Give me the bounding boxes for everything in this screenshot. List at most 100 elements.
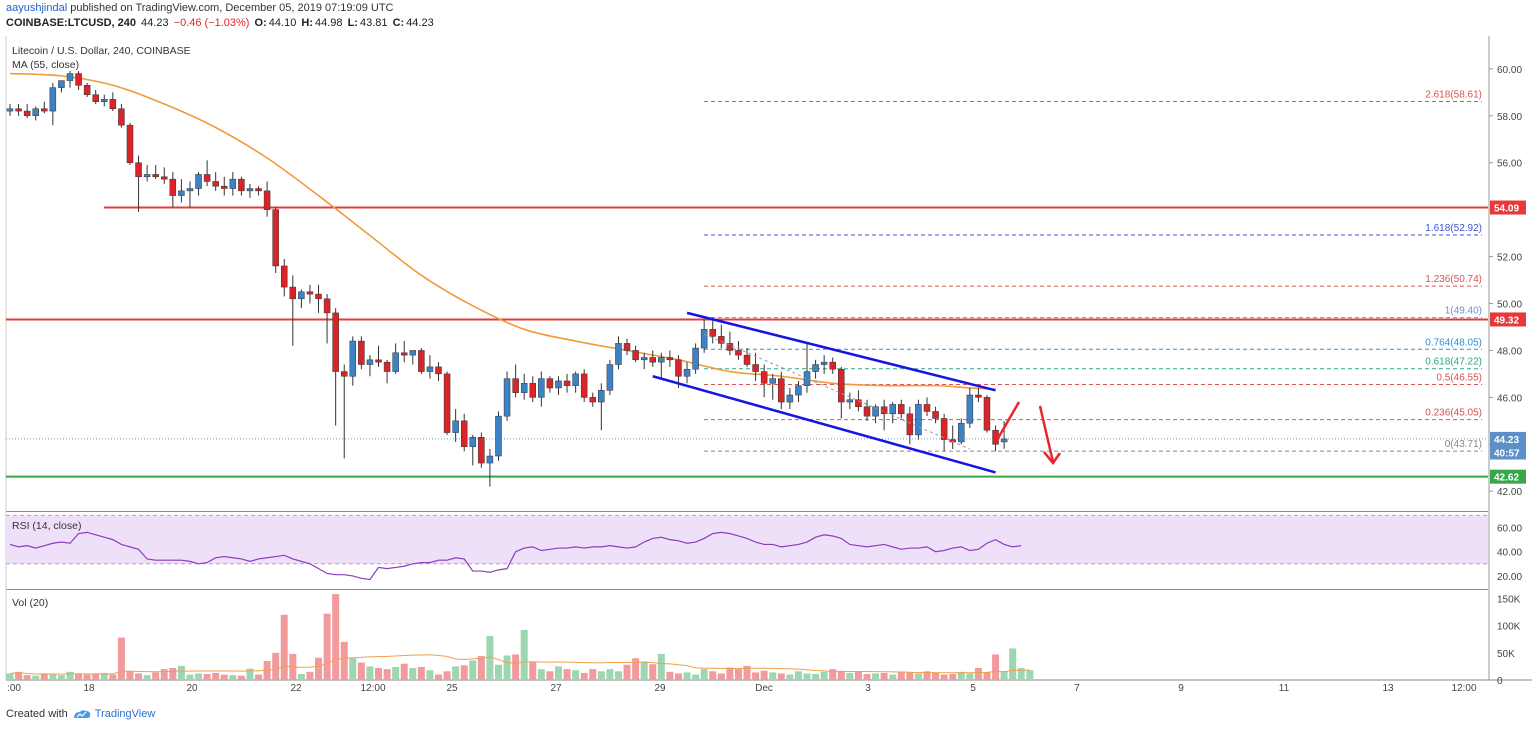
price-tick-label: 50.00 xyxy=(1497,300,1522,311)
volume-bar xyxy=(186,674,194,680)
candle-body xyxy=(709,329,716,337)
volume-bar xyxy=(889,674,897,680)
candle-body xyxy=(186,188,194,192)
time-tick-label: 18 xyxy=(83,683,95,694)
candle-body xyxy=(863,406,871,417)
price-tag-label: 49.32 xyxy=(1494,315,1519,326)
volume-bar xyxy=(383,669,391,680)
price-tick-label: 56.00 xyxy=(1497,159,1522,170)
volume-bar xyxy=(906,672,914,680)
volume-bar xyxy=(135,673,143,680)
volume-tick-label: 50K xyxy=(1497,649,1515,660)
candle-body xyxy=(229,178,237,189)
candle-body xyxy=(435,366,442,375)
volume-ma-line xyxy=(9,654,1030,675)
candle-body xyxy=(58,80,65,88)
candle-body xyxy=(512,378,519,393)
time-tick-label: 12:00 xyxy=(1451,683,1476,694)
candle-body xyxy=(289,286,297,300)
volume-bar xyxy=(589,669,597,680)
candle-body xyxy=(623,343,631,351)
candle-body xyxy=(820,361,828,365)
volume-bar xyxy=(666,671,674,680)
volume-bar xyxy=(743,665,751,680)
candle-body xyxy=(829,361,836,370)
time-tick-label: 25 xyxy=(446,683,458,694)
candle-body xyxy=(75,73,82,86)
candle-body xyxy=(169,178,177,196)
volume-bar xyxy=(494,664,502,680)
candle-body xyxy=(555,380,562,389)
high-value: 44.98 xyxy=(314,17,343,29)
candle-body xyxy=(778,378,785,403)
candle-body xyxy=(700,329,708,349)
candle-body xyxy=(358,340,365,365)
fib-level-label: 1.618(52.92) xyxy=(1425,223,1482,234)
volume-bar xyxy=(49,674,57,680)
candle-body xyxy=(606,364,614,391)
volume-bar xyxy=(769,672,777,680)
candle-body xyxy=(795,385,802,396)
candle-body xyxy=(323,298,331,314)
volume-bar xyxy=(709,671,717,680)
candle-body xyxy=(846,399,854,403)
price-tick-label: 58.00 xyxy=(1497,112,1522,123)
chart-title: Litecoin / U.S. Dollar, 240, COINBASE xyxy=(12,45,191,57)
candle-body xyxy=(238,178,245,192)
candle-body xyxy=(563,380,571,386)
candle-body xyxy=(23,110,31,117)
channel-upper-line xyxy=(686,311,996,392)
volume-bar xyxy=(357,662,365,680)
volume-bar xyxy=(717,673,725,680)
volume-bar xyxy=(640,661,648,680)
candle-body xyxy=(632,350,639,361)
candle-body xyxy=(6,108,14,112)
volume-bar xyxy=(932,672,940,680)
tradingview-logo-icon[interactable] xyxy=(72,709,92,719)
time-tick-label: 11 xyxy=(1279,683,1290,694)
forecast-down-arrow xyxy=(1038,405,1062,466)
candle-body xyxy=(315,293,322,300)
volume-bar xyxy=(83,674,91,680)
volume-bar xyxy=(949,674,957,680)
price-tick-label: 48.00 xyxy=(1497,346,1522,357)
candle-body xyxy=(898,404,905,415)
volume-bar xyxy=(340,641,348,680)
author-link[interactable]: aayushjindal xyxy=(6,2,68,14)
volume-bar xyxy=(169,668,177,680)
low-label: L: xyxy=(347,17,358,29)
candle-body xyxy=(580,373,588,398)
candle-body xyxy=(221,185,228,189)
volume-bar xyxy=(923,671,931,680)
candle-body xyxy=(15,108,22,112)
volume-bar xyxy=(632,658,640,680)
volume-bar xyxy=(315,657,323,680)
volume-bar xyxy=(109,674,117,680)
volume-bar xyxy=(220,674,228,680)
volume-bar xyxy=(75,673,83,680)
candle-body xyxy=(118,108,125,126)
volume-bar xyxy=(57,675,65,680)
candle-body xyxy=(375,359,382,363)
candle-body xyxy=(32,108,39,117)
candle-body xyxy=(400,352,408,356)
candle-body xyxy=(418,350,425,372)
price-tick-label: 42.00 xyxy=(1497,487,1522,498)
volume-bar xyxy=(752,672,760,680)
volume-bar xyxy=(580,672,588,680)
price-tag xyxy=(1490,431,1526,446)
time-tick-label: 29 xyxy=(654,683,666,694)
candle-body xyxy=(349,340,357,377)
tradingview-brand[interactable]: TradingView xyxy=(94,708,156,720)
rsi-line xyxy=(9,531,1022,581)
time-tick-label: Dec xyxy=(755,683,773,694)
candle-body xyxy=(598,390,605,403)
volume-bar xyxy=(160,669,168,680)
volume-bar xyxy=(614,671,622,680)
volume-bar xyxy=(812,674,820,680)
time-tick-label: 7 xyxy=(1074,683,1080,694)
candle-body xyxy=(126,124,134,163)
volume-bar xyxy=(597,671,605,680)
volume-bar xyxy=(255,674,263,680)
